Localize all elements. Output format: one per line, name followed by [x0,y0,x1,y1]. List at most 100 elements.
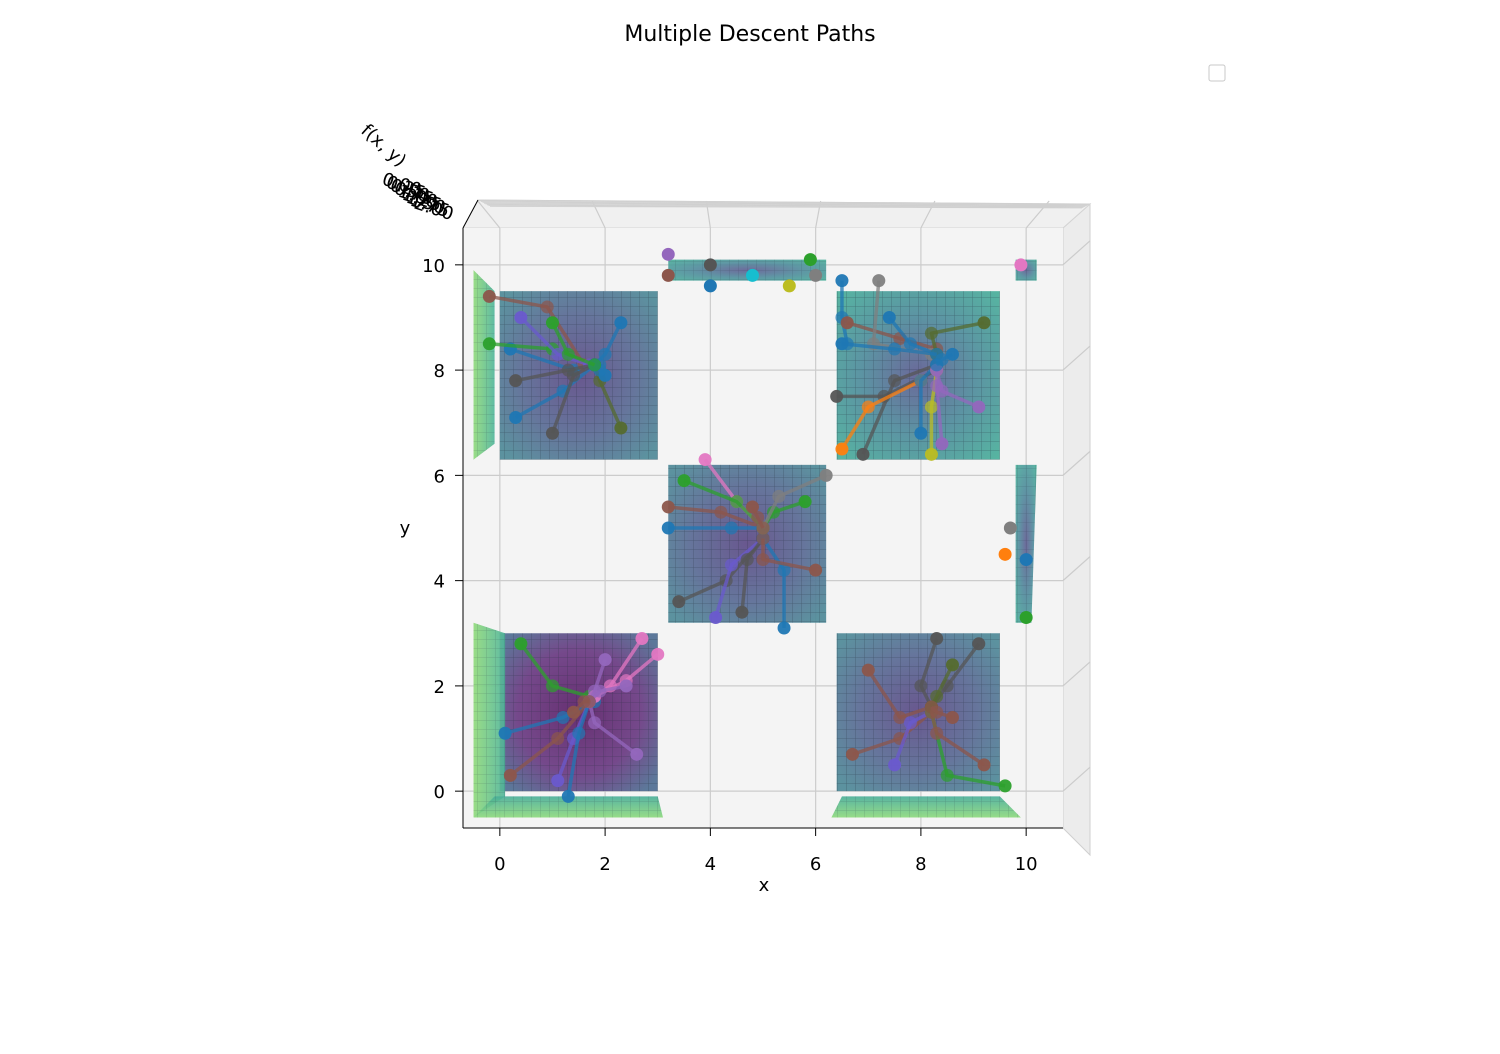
descent-point [977,758,991,772]
descent-point [614,316,628,330]
rim-mesh [831,796,1021,818]
descent-point [651,647,665,661]
y-tick-label: 6 [434,466,445,487]
boundary-point [1019,610,1033,624]
descent-point [840,316,854,330]
descent-point [903,716,917,730]
descent-point [588,358,602,372]
descent-point [598,653,612,667]
descent-point [893,710,907,724]
x-ticks: 0 2 4 6 8 10 [494,828,1038,875]
boundary-point [703,258,717,272]
x-tick-label: 6 [810,854,821,875]
descent-point [903,337,917,351]
descent-point [819,468,833,482]
descent-point [888,342,902,356]
y-tick-label: 10 [422,256,445,277]
descent-point [914,426,928,440]
descent-point [582,695,596,709]
z-tick-label: 2.00 [411,193,456,225]
y-gridline-side [1062,240,1091,266]
descent-point [888,374,902,388]
descent-point [482,289,496,303]
descent-point [756,521,770,535]
x-tick-label: 8 [915,854,926,875]
y-gridline-side [1062,450,1091,476]
descent-point [551,347,565,361]
descent-point [509,374,523,388]
descent-point [630,747,644,761]
y-tick-label: 0 [434,782,445,803]
descent-point [545,426,559,440]
descent-point [751,510,765,524]
boundary-point [998,547,1012,561]
descent-point [677,474,691,488]
boundary-point [1003,521,1017,535]
descent-point [830,389,844,403]
y-tick-label: 8 [434,361,445,382]
descent-point [777,621,791,635]
descent-point [567,368,581,382]
descent-point [930,689,944,703]
descent-point [835,274,849,288]
descent-point [724,521,738,535]
z-ticks: 0.000.250.500.751.001.251.501.752.00 [379,169,456,225]
boundary-points [661,247,1033,624]
descent-point [735,605,749,619]
boundary-point [809,268,823,282]
boundary-point [661,247,675,261]
descent-point [598,347,612,361]
boundary-point [745,268,759,282]
descent-point [777,563,791,577]
side-pane [1062,202,1091,857]
x-tick-label: 2 [599,854,610,875]
descent-point [745,500,759,514]
descent-point [698,453,712,467]
x-axis-label: x [759,875,770,896]
descent-point [756,532,770,546]
descent-point [509,410,523,424]
descent-point [930,726,944,740]
descent-point [730,495,744,509]
x-gridline-top [477,200,501,229]
y-tick-label: 2 [434,677,445,698]
descent-point [930,358,944,372]
descent-point [714,505,728,519]
rim-mesh [473,270,495,460]
descent-point [740,553,754,567]
y-axis-label: y [400,518,411,539]
descent-point [914,374,928,388]
legend-box [1208,64,1226,82]
descent-point [924,326,938,340]
descent-point [998,779,1012,793]
rim-mesh [473,796,663,818]
descent-point [635,632,649,646]
descent-point [661,521,675,535]
descent-point [872,274,886,288]
descent-point [940,768,954,782]
descent-point [930,632,944,646]
x-tick-label: 4 [705,854,716,875]
descent-point [861,663,875,677]
descent-point [882,310,896,324]
descent-point [945,710,959,724]
descent-point [930,379,944,393]
z-pane-edge [488,205,1084,208]
chart-title: Multiple Descent Paths [624,22,875,47]
z-axis-label: f(x, y) [357,120,411,171]
descent-point [945,347,959,361]
descent-point [619,679,633,693]
descent-point [945,658,959,672]
descent-point [672,595,686,609]
z-pane-edge [483,202,1087,207]
rim-mesh [473,622,506,818]
basin-mesh [668,464,827,623]
descent-point [914,679,928,693]
descent-point [514,637,528,651]
descent-point [845,747,859,761]
descent-point [498,726,512,740]
z-pane-edge [485,203,1086,207]
descent-point [545,679,559,693]
